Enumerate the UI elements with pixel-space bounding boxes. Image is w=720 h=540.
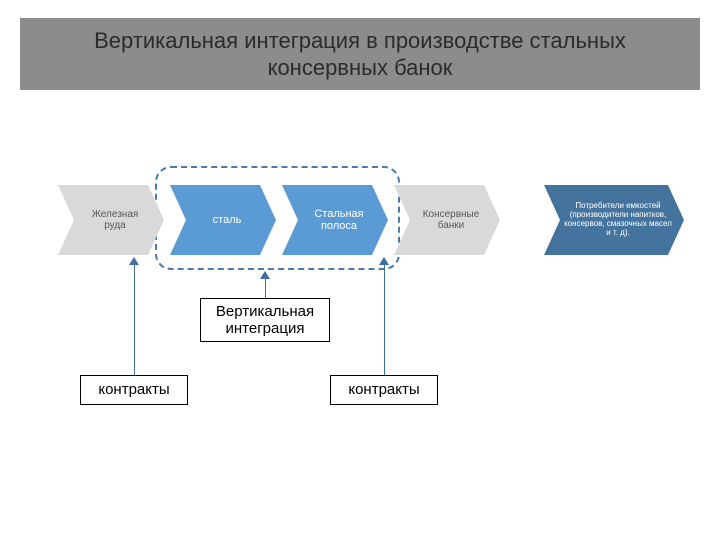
process-flow: Железная руда сталь Стальная полоса Консерв… [0,185,720,265]
contracts-label-right: контракты [330,375,438,405]
arrow-head-1 [260,271,270,279]
contracts-label-left: контракты [80,375,188,405]
contracts-left-text: контракты [98,381,169,398]
chevron-ore: Железная руда [58,185,164,255]
chevron-strip: Стальная полоса [282,185,388,255]
chevron-consumer-label: Потребители емкостей (производители напи… [562,202,674,237]
chevron-steel: сталь [170,185,276,255]
chevron-strip-label: Стальная полоса [314,208,363,232]
vertical-integration-text: Вертикальная интеграция [216,303,314,338]
vertical-integration-label: Вертикальная интеграция [200,298,330,342]
arrow-line-0 [134,258,135,375]
chevron-consumer: Потребители емкостей (производители напи… [544,185,684,255]
chevron-cans: Консервные банки [394,185,500,255]
chevron-cans-label: Консервные банки [423,209,480,231]
contracts-right-text: контракты [348,381,419,398]
page-title: Вертикальная интеграция в производстве с… [20,18,700,90]
arrow-head-0 [129,257,139,265]
arrow-head-2 [379,257,389,265]
chevron-steel-label: сталь [213,214,242,226]
title-text: Вертикальная интеграция в производстве с… [40,27,680,82]
chevron-ore-label: Железная руда [92,209,139,231]
arrow-line-2 [384,258,385,375]
